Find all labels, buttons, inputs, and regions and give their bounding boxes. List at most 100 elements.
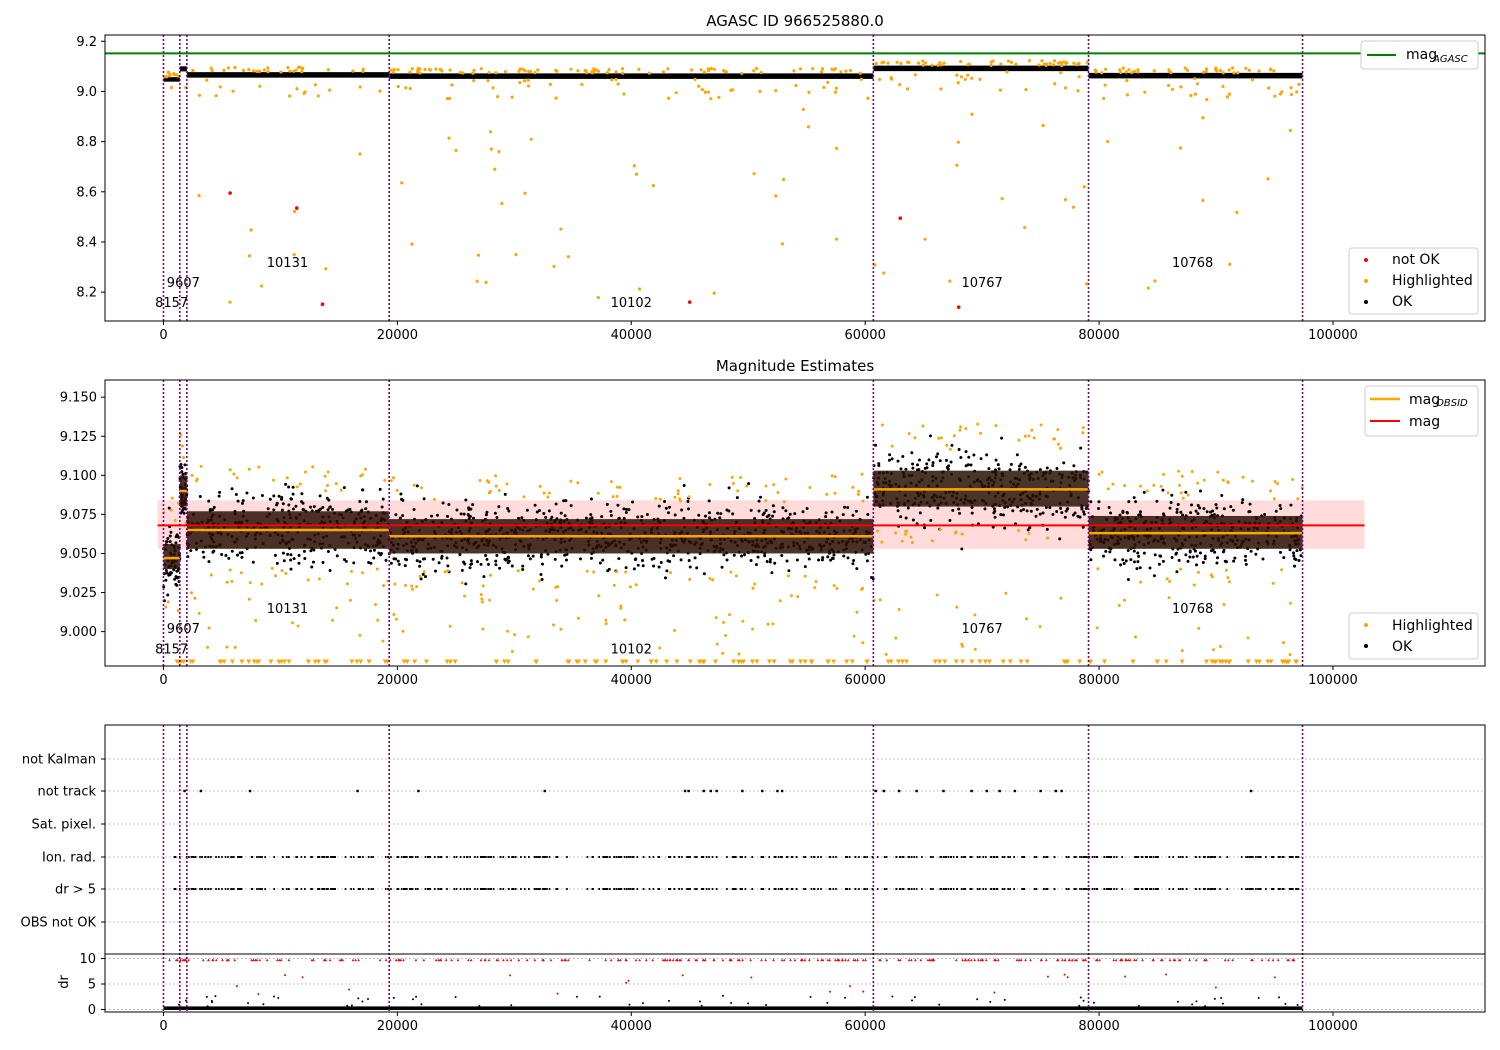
x-tick-label: 40000 [611, 1019, 652, 1034]
dr-point [1195, 1000, 1198, 1003]
ok-point [275, 561, 279, 565]
highlighted-point [1009, 60, 1014, 64]
ok-point [344, 559, 348, 563]
ok-point [768, 560, 772, 564]
highlighted-point [1183, 66, 1187, 70]
dr-point [262, 1003, 265, 1006]
dr-outlier-point [750, 976, 753, 979]
ok-point [182, 511, 186, 515]
ok-point [795, 558, 799, 562]
dr-gt-5-point [533, 888, 536, 890]
ok-point [1028, 526, 1032, 530]
ok-point [1209, 549, 1213, 553]
ok-point [607, 567, 611, 571]
highlighted-point [921, 63, 925, 67]
highlighted-point [1025, 617, 1029, 621]
ion-rad-point [1255, 856, 1257, 858]
dr-gt-5-point [956, 888, 958, 890]
dr-gt-5-point [311, 888, 313, 890]
highlighted-point [833, 491, 837, 495]
offscale-marker [849, 659, 855, 664]
highlighted-point [416, 68, 420, 72]
dr-gt-5-point [1046, 888, 1049, 890]
highlighted-point [226, 66, 231, 70]
ok-point [788, 512, 792, 516]
ok-point [319, 507, 323, 511]
ok-point [364, 500, 368, 504]
ok-point [1038, 468, 1042, 472]
dr-gt-5-point [1214, 888, 1217, 890]
flag-label: Ion. rad. [42, 851, 96, 866]
dr-gt-5-point [689, 888, 692, 890]
dr-high-marker [1267, 958, 1270, 962]
dr-high-marker [764, 958, 768, 962]
dr-high-marker [977, 958, 980, 962]
not-track-point [998, 789, 1001, 793]
highlighted-point [326, 484, 330, 488]
dr-gt-5-point [1282, 888, 1285, 890]
dr-gt-5-point [424, 888, 427, 890]
highlighted-point [634, 172, 639, 176]
highlighted-point [961, 644, 965, 648]
ok-point [627, 508, 631, 512]
dr-gt-5-point [619, 888, 622, 890]
dr-gt-5-point [499, 888, 502, 890]
dr-gt-5-point [1023, 888, 1025, 890]
dr-high-marker [1098, 958, 1101, 962]
ok-point [969, 463, 973, 467]
highlighted-point [448, 624, 452, 628]
ok-point [997, 467, 1001, 471]
highlighted-point [324, 267, 328, 271]
ok-point [301, 507, 305, 511]
not-track-point [356, 789, 359, 793]
ion-rad-point [548, 856, 551, 858]
dr-high-marker [1277, 958, 1280, 962]
ion-rad-point [300, 856, 303, 858]
ok-point [1203, 557, 1207, 561]
ion-rad-point [632, 856, 635, 858]
not-track-point [776, 789, 779, 793]
highlighted-point [260, 582, 264, 586]
highlighted-point [866, 96, 870, 100]
offscale-marker [1212, 659, 1218, 664]
highlighted-point [752, 172, 756, 176]
ok-point [531, 554, 535, 558]
highlighted-point [484, 280, 488, 284]
highlighted-point [1027, 434, 1031, 438]
ok-point [925, 462, 929, 466]
ok-point [1179, 510, 1183, 514]
ok-point [735, 496, 739, 500]
dr-gt-5-point [1075, 888, 1077, 890]
highlighted-point [1167, 83, 1171, 88]
ok-point [708, 516, 712, 520]
dr-gt-5-point [334, 888, 336, 890]
ion-rad-point [215, 856, 217, 858]
ion-rad-point [950, 856, 952, 858]
ok-point [1063, 515, 1067, 519]
ok-point [640, 515, 644, 519]
highlighted-point [1201, 70, 1206, 74]
ok-point [1135, 567, 1139, 571]
highlighted-point [1017, 529, 1021, 533]
ok-point [525, 508, 529, 512]
dr-high-marker [278, 958, 281, 962]
ion-rad-point [1245, 856, 1247, 858]
dr-gt-5-point [930, 888, 932, 890]
ion-rad-point [258, 856, 260, 858]
highlighted-point [1132, 69, 1137, 73]
highlighted-point [1159, 484, 1163, 488]
highlighted-point [839, 70, 843, 74]
ok-point [666, 559, 670, 563]
dr-high-marker [456, 958, 460, 962]
highlighted-point [396, 84, 400, 89]
highlighted-point [1152, 483, 1156, 487]
dr-gt-5-point [300, 888, 303, 890]
dr-gt-5-point [397, 888, 400, 890]
highlighted-point [1077, 75, 1081, 79]
highlighted-point [939, 436, 943, 440]
ok-point [303, 556, 307, 560]
ok-point [212, 505, 216, 509]
not-track-point [985, 789, 988, 793]
dr-gt-5-point [1226, 888, 1229, 890]
dr-gt-5-point [1288, 888, 1291, 890]
